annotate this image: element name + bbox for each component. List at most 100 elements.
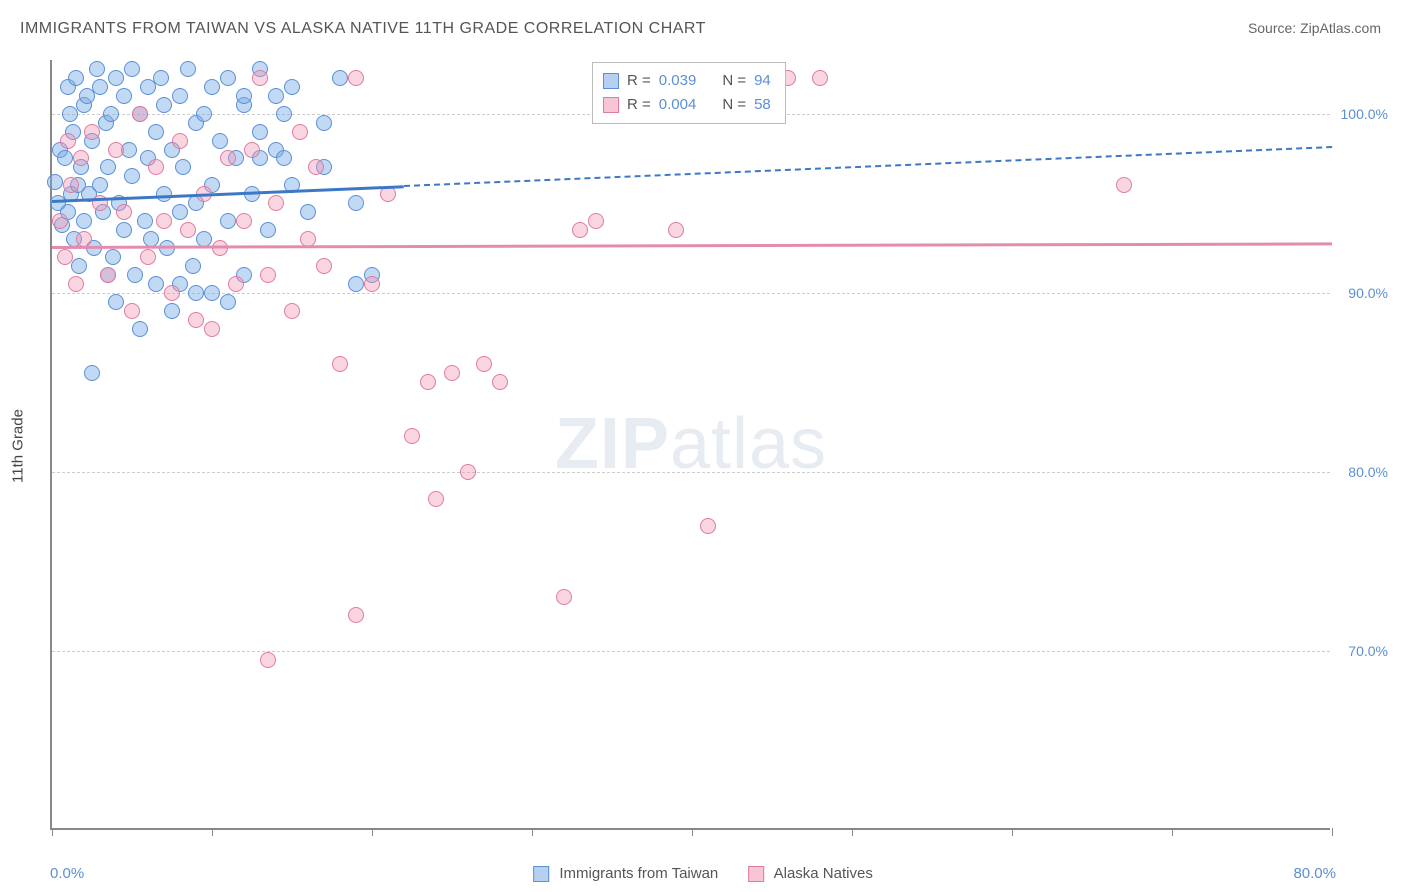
scatter-point xyxy=(124,61,140,77)
scatter-point xyxy=(52,213,68,229)
scatter-point xyxy=(164,285,180,301)
scatter-point xyxy=(556,589,572,605)
y-tick-label: 100.0% xyxy=(1341,106,1388,122)
scatter-point xyxy=(148,159,164,175)
scatter-point xyxy=(132,321,148,337)
scatter-point xyxy=(444,365,460,381)
scatter-point xyxy=(148,276,164,292)
scatter-point xyxy=(57,150,73,166)
scatter-point xyxy=(100,159,116,175)
scatter-point xyxy=(172,88,188,104)
scatter-point xyxy=(116,88,132,104)
stats-r-value: 0.039 xyxy=(659,69,697,93)
scatter-point xyxy=(700,518,716,534)
scatter-point xyxy=(164,303,180,319)
scatter-point xyxy=(252,70,268,86)
x-tick xyxy=(1332,828,1333,836)
scatter-point xyxy=(332,70,348,86)
scatter-point xyxy=(148,124,164,140)
x-axis-min-label: 0.0% xyxy=(50,865,84,882)
scatter-point xyxy=(60,133,76,149)
scatter-point xyxy=(252,124,268,140)
scatter-point xyxy=(188,312,204,328)
scatter-point xyxy=(284,303,300,319)
scatter-point xyxy=(260,652,276,668)
stats-n-value: 94 xyxy=(754,69,771,93)
stats-n-label: N = xyxy=(722,93,746,117)
scatter-point xyxy=(73,150,89,166)
scatter-point xyxy=(172,204,188,220)
scatter-point xyxy=(348,195,364,211)
scatter-point xyxy=(76,213,92,229)
scatter-point xyxy=(220,294,236,310)
scatter-point xyxy=(668,222,684,238)
scatter-point xyxy=(103,106,119,122)
scatter-point xyxy=(108,70,124,86)
scatter-point xyxy=(332,356,348,372)
stats-n-value: 58 xyxy=(754,93,771,117)
source-attribution: Source: ZipAtlas.com xyxy=(1248,20,1381,36)
scatter-point xyxy=(364,276,380,292)
scatter-point xyxy=(63,177,79,193)
scatter-point xyxy=(268,195,284,211)
scatter-point xyxy=(57,249,73,265)
x-tick xyxy=(1012,828,1013,836)
scatter-point xyxy=(220,70,236,86)
legend-label-taiwan: Immigrants from Taiwan xyxy=(559,865,718,882)
scatter-point xyxy=(236,88,252,104)
scatter-point xyxy=(156,213,172,229)
scatter-point xyxy=(175,159,191,175)
scatter-point xyxy=(180,61,196,77)
scatter-point xyxy=(268,88,284,104)
scatter-point xyxy=(156,97,172,113)
scatter-point xyxy=(71,258,87,274)
scatter-point xyxy=(260,267,276,283)
scatter-point xyxy=(588,213,604,229)
source-prefix: Source: xyxy=(1248,20,1300,36)
scatter-point xyxy=(172,133,188,149)
legend-item-taiwan: Immigrants from Taiwan xyxy=(533,865,718,882)
scatter-plot-area: ZIPatlas 70.0%80.0%90.0%100.0%R =0.039N … xyxy=(50,60,1330,830)
x-tick xyxy=(532,828,533,836)
scatter-point xyxy=(404,428,420,444)
scatter-point xyxy=(124,168,140,184)
scatter-point xyxy=(92,79,108,95)
scatter-point xyxy=(84,365,100,381)
stats-r-label: R = xyxy=(627,69,651,93)
y-tick-label: 80.0% xyxy=(1348,464,1388,480)
scatter-point xyxy=(185,258,201,274)
scatter-point xyxy=(476,356,492,372)
scatter-point xyxy=(137,213,153,229)
scatter-point xyxy=(244,142,260,158)
scatter-point xyxy=(212,133,228,149)
scatter-point xyxy=(348,276,364,292)
y-tick-label: 90.0% xyxy=(1348,285,1388,301)
stats-swatch xyxy=(603,73,619,89)
scatter-point xyxy=(47,174,63,190)
x-tick xyxy=(692,828,693,836)
source-link[interactable]: ZipAtlas.com xyxy=(1300,20,1381,36)
scatter-point xyxy=(108,294,124,310)
scatter-point xyxy=(188,285,204,301)
stats-row: R =0.039N =94 xyxy=(603,69,771,93)
correlation-stats-box: R =0.039N =94R =0.004N =58 xyxy=(592,62,786,124)
legend-label-alaska: Alaska Natives xyxy=(774,865,873,882)
trend-line-dashed xyxy=(404,146,1332,187)
scatter-point xyxy=(308,159,324,175)
scatter-point xyxy=(92,177,108,193)
scatter-point xyxy=(76,231,92,247)
stats-swatch xyxy=(603,97,619,113)
scatter-point xyxy=(236,213,252,229)
scatter-point xyxy=(460,464,476,480)
scatter-point xyxy=(100,267,116,283)
scatter-point xyxy=(348,70,364,86)
scatter-point xyxy=(84,124,100,140)
scatter-point xyxy=(127,267,143,283)
scatter-point xyxy=(276,150,292,166)
chart-title: IMMIGRANTS FROM TAIWAN VS ALASKA NATIVE … xyxy=(20,20,706,38)
trend-line-solid xyxy=(52,243,1332,250)
scatter-point xyxy=(132,106,148,122)
legend-item-alaska: Alaska Natives xyxy=(748,865,873,882)
scatter-point xyxy=(68,276,84,292)
scatter-point xyxy=(420,374,436,390)
